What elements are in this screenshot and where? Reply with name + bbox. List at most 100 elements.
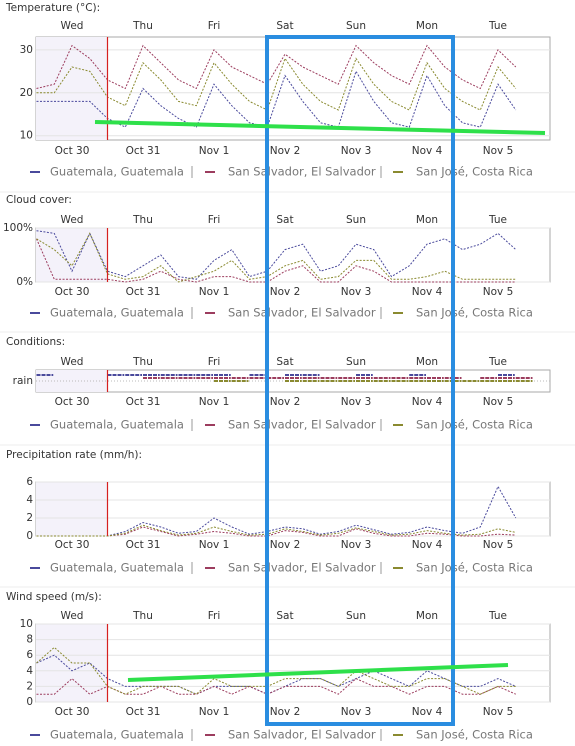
panel-title: Precipitation rate (mm/h): (6, 449, 142, 461)
weekday-label: Sun (346, 214, 366, 226)
history-shade (36, 37, 108, 140)
series-line (36, 526, 516, 537)
series-line (36, 230, 517, 280)
weekday-label: Thu (132, 214, 153, 226)
legend-label: San José, Costa Rica (416, 418, 533, 432)
y-tick-label: 8 (26, 634, 33, 646)
plot-frame (35, 36, 551, 141)
weekday-label: Sat (276, 356, 293, 368)
x-tick-label: Nov 5 (483, 145, 514, 157)
weekday-label: Tue (488, 356, 507, 368)
y-tick-label: 2 (26, 680, 33, 692)
x-tick-label: Nov 4 (412, 145, 443, 157)
x-tick-label: Nov 5 (483, 706, 514, 718)
x-tick-label: Oct 30 (55, 286, 90, 298)
legend-label: San José, Costa Rica (416, 561, 533, 575)
history-shade (36, 482, 108, 536)
legend-label: Guatemala, Guatemala (50, 306, 184, 320)
weekday-label: Sun (346, 20, 366, 32)
x-tick-label: Oct 31 (126, 396, 161, 408)
series-line (36, 677, 517, 695)
legend-label: San José, Costa Rica (416, 728, 533, 742)
highlight-box (265, 35, 455, 726)
panel-title: Cloud cover: (6, 194, 72, 206)
series-line (36, 646, 516, 695)
series-line (36, 232, 516, 283)
weekday-label: Thu (132, 20, 153, 32)
y-tick-label: 2 (26, 512, 33, 524)
series-line (36, 485, 517, 537)
legend-label: San Salvador, El Salvador (228, 306, 376, 320)
y-tick-label: 4 (26, 494, 33, 506)
x-tick-label: Nov 3 (341, 145, 372, 157)
x-tick-label: Oct 30 (55, 539, 90, 551)
y-tick-label: 30 (20, 44, 33, 56)
x-tick-label: Nov 2 (270, 145, 301, 157)
x-tick-label: Nov 2 (270, 706, 301, 718)
weekday-label: Mon (416, 20, 438, 32)
x-tick-label: Nov 2 (270, 286, 301, 298)
weekday-label: Wed (61, 610, 84, 622)
x-tick-label: Oct 30 (55, 145, 90, 157)
plot-frame (35, 481, 551, 537)
weekday-label: Tue (488, 214, 507, 226)
y-tick-label: 4 (26, 665, 33, 677)
legend-label: San Salvador, El Salvador (228, 418, 376, 432)
x-tick-label: Nov 1 (199, 539, 230, 551)
x-tick-label: Nov 4 (412, 706, 443, 718)
legend-label: San Salvador, El Salvador (228, 561, 376, 575)
weekday-label: Wed (61, 20, 84, 32)
series-line (36, 57, 517, 111)
x-tick-label: Nov 1 (199, 396, 230, 408)
weekday-label: Sat (276, 214, 293, 226)
weekday-label: Wed (61, 356, 84, 368)
y-tick-label: 0 (26, 530, 33, 542)
legend-label: San Salvador, El Salvador (228, 728, 376, 742)
x-tick-label: Nov 5 (483, 539, 514, 551)
x-tick-label: Oct 31 (126, 145, 161, 157)
x-tick-label: Nov 4 (412, 539, 443, 551)
series-line (36, 44, 517, 90)
x-tick-label: Nov 1 (199, 145, 230, 157)
y-tick-label: 100% (3, 222, 33, 234)
y-tick-label: 10 (20, 130, 33, 142)
series-line (36, 524, 516, 537)
legend-label: Guatemala, Guatemala (50, 165, 184, 179)
weekday-label: Thu (132, 356, 153, 368)
x-tick-label: Nov 5 (483, 286, 514, 298)
history-shade (36, 228, 108, 282)
y-tick-label: 10 (20, 618, 33, 630)
plot-frame (35, 623, 551, 703)
legend-label: San José, Costa Rica (416, 165, 533, 179)
x-tick-label: Oct 31 (126, 706, 161, 718)
series-line (36, 238, 516, 283)
weekday-label: Fri (208, 356, 221, 368)
weekday-label: Wed (61, 214, 84, 226)
weekday-label: Sat (276, 610, 293, 622)
weekday-label: Sun (346, 610, 366, 622)
weekday-label: Fri (208, 20, 221, 32)
weekday-label: Sat (276, 20, 293, 32)
weekday-label: Fri (208, 214, 221, 226)
y-tick-label: 0% (16, 276, 33, 288)
x-tick-label: Nov 4 (412, 396, 443, 408)
x-tick-label: Nov 1 (199, 706, 230, 718)
weekday-label: Sun (346, 356, 366, 368)
x-tick-label: Oct 30 (55, 706, 90, 718)
plot-frame (35, 227, 551, 283)
y-tick-label: 20 (20, 87, 33, 99)
history-shade (36, 370, 108, 392)
panel-title: Conditions: (6, 336, 65, 348)
y-tick-label: 6 (26, 649, 33, 661)
y-tick-label: rain (13, 375, 33, 387)
x-tick-label: Nov 2 (270, 396, 301, 408)
legend-label: San Salvador, El Salvador (228, 165, 376, 179)
trend-annotation (127, 663, 509, 682)
weekday-label: Mon (416, 214, 438, 226)
panel-title: Wind speed (m/s): (6, 591, 102, 603)
x-tick-label: Nov 5 (483, 396, 514, 408)
legend-label: San José, Costa Rica (416, 306, 533, 320)
y-tick-label: 0 (26, 696, 33, 708)
